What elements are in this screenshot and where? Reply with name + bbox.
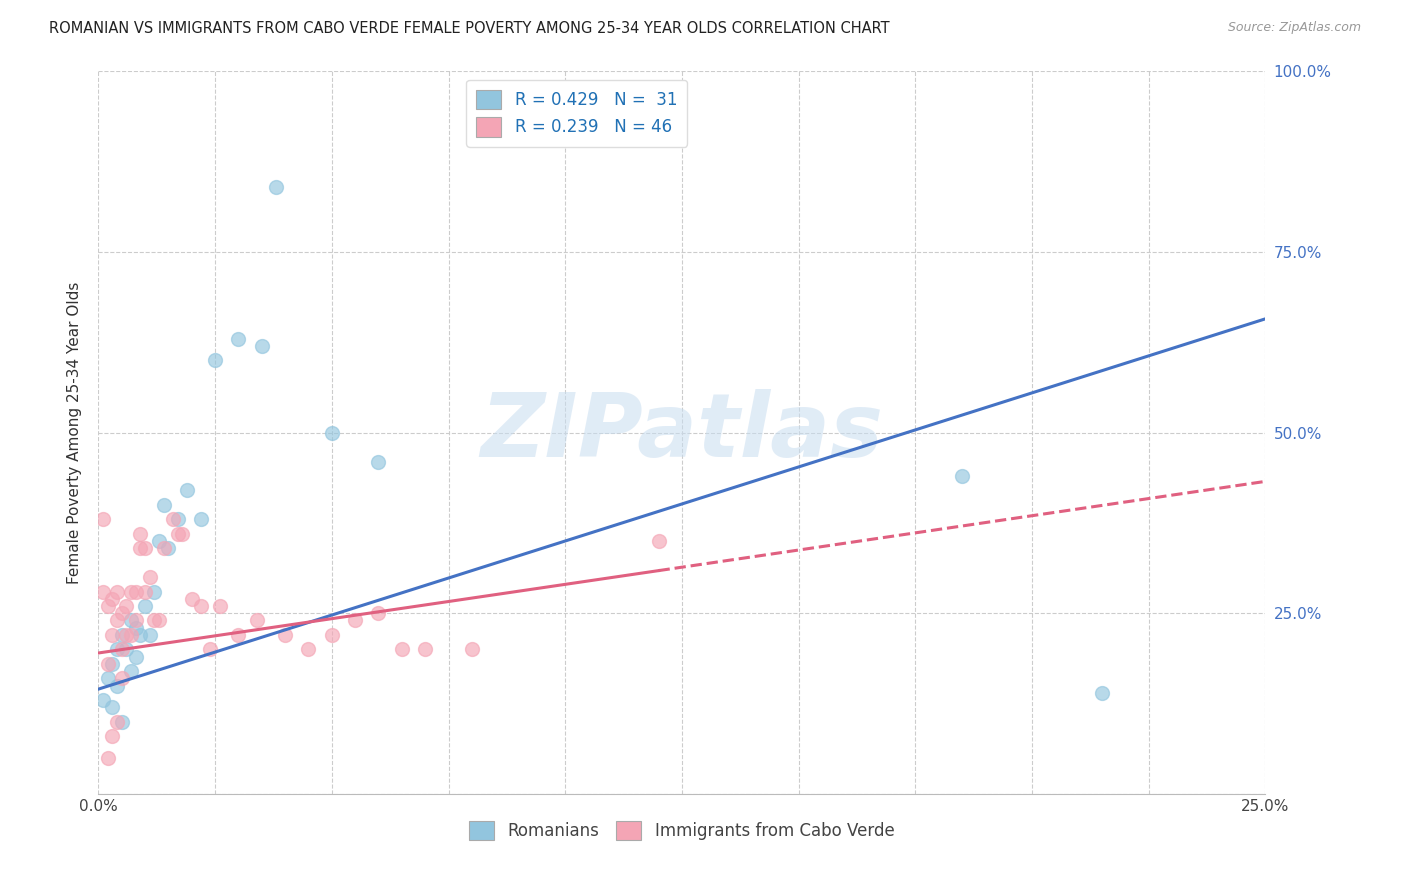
- Point: [101, 729, 124, 743]
- Point: [129, 541, 152, 556]
- Point: [105, 642, 128, 657]
- Point: [1091, 686, 1114, 700]
- Point: [143, 584, 166, 599]
- Point: [190, 599, 212, 613]
- Point: [120, 614, 142, 628]
- Point: [148, 533, 170, 548]
- Point: [105, 678, 128, 692]
- Point: [166, 526, 188, 541]
- Point: [152, 541, 174, 556]
- Point: [228, 332, 250, 346]
- Point: [200, 642, 222, 657]
- Point: [115, 642, 138, 657]
- Point: [111, 628, 134, 642]
- Point: [162, 512, 184, 526]
- Y-axis label: Female Poverty Among 25-34 Year Olds: Female Poverty Among 25-34 Year Olds: [67, 282, 83, 583]
- Point: [105, 614, 128, 628]
- Point: [125, 614, 148, 628]
- Point: [367, 454, 389, 468]
- Point: [111, 714, 134, 729]
- Point: [101, 628, 124, 642]
- Point: [297, 642, 319, 657]
- Point: [125, 649, 148, 664]
- Point: [190, 512, 212, 526]
- Point: [204, 353, 226, 368]
- Point: [321, 628, 343, 642]
- Point: [250, 339, 273, 353]
- Point: [134, 584, 156, 599]
- Point: [413, 642, 436, 657]
- Point: [111, 607, 134, 621]
- Point: [176, 483, 198, 498]
- Point: [111, 642, 134, 657]
- Point: [115, 628, 138, 642]
- Point: [647, 533, 669, 548]
- Point: [157, 541, 180, 556]
- Point: [125, 621, 148, 635]
- Point: [101, 591, 124, 606]
- Point: [148, 614, 170, 628]
- Point: [120, 664, 142, 678]
- Point: [166, 512, 188, 526]
- Point: [461, 642, 484, 657]
- Point: [111, 671, 134, 685]
- Point: [344, 614, 367, 628]
- Point: [391, 642, 413, 657]
- Point: [367, 607, 389, 621]
- Point: [97, 671, 120, 685]
- Point: [129, 628, 152, 642]
- Point: [125, 584, 148, 599]
- Point: [97, 599, 120, 613]
- Point: [97, 751, 120, 765]
- Point: [180, 591, 202, 606]
- Point: [950, 469, 973, 483]
- Point: [105, 714, 128, 729]
- Legend: Romanians, Immigrants from Cabo Verde: Romanians, Immigrants from Cabo Verde: [463, 814, 901, 847]
- Point: [91, 512, 114, 526]
- Point: [105, 584, 128, 599]
- Point: [91, 584, 114, 599]
- Text: ROMANIAN VS IMMIGRANTS FROM CABO VERDE FEMALE POVERTY AMONG 25-34 YEAR OLDS CORR: ROMANIAN VS IMMIGRANTS FROM CABO VERDE F…: [49, 21, 890, 36]
- Point: [321, 425, 343, 440]
- Point: [115, 599, 138, 613]
- Point: [172, 526, 194, 541]
- Point: [139, 628, 162, 642]
- Point: [101, 700, 124, 714]
- Point: [134, 599, 156, 613]
- Point: [139, 570, 162, 584]
- Point: [228, 628, 250, 642]
- Point: [129, 526, 152, 541]
- Text: ZIPatlas: ZIPatlas: [481, 389, 883, 476]
- Point: [120, 584, 142, 599]
- Point: [152, 498, 174, 512]
- Point: [246, 614, 269, 628]
- Point: [274, 628, 297, 642]
- Point: [120, 628, 142, 642]
- Point: [97, 657, 120, 671]
- Point: [101, 657, 124, 671]
- Point: [264, 180, 287, 194]
- Point: [91, 693, 114, 707]
- Point: [143, 614, 166, 628]
- Text: Source: ZipAtlas.com: Source: ZipAtlas.com: [1227, 21, 1361, 34]
- Point: [134, 541, 156, 556]
- Point: [208, 599, 231, 613]
